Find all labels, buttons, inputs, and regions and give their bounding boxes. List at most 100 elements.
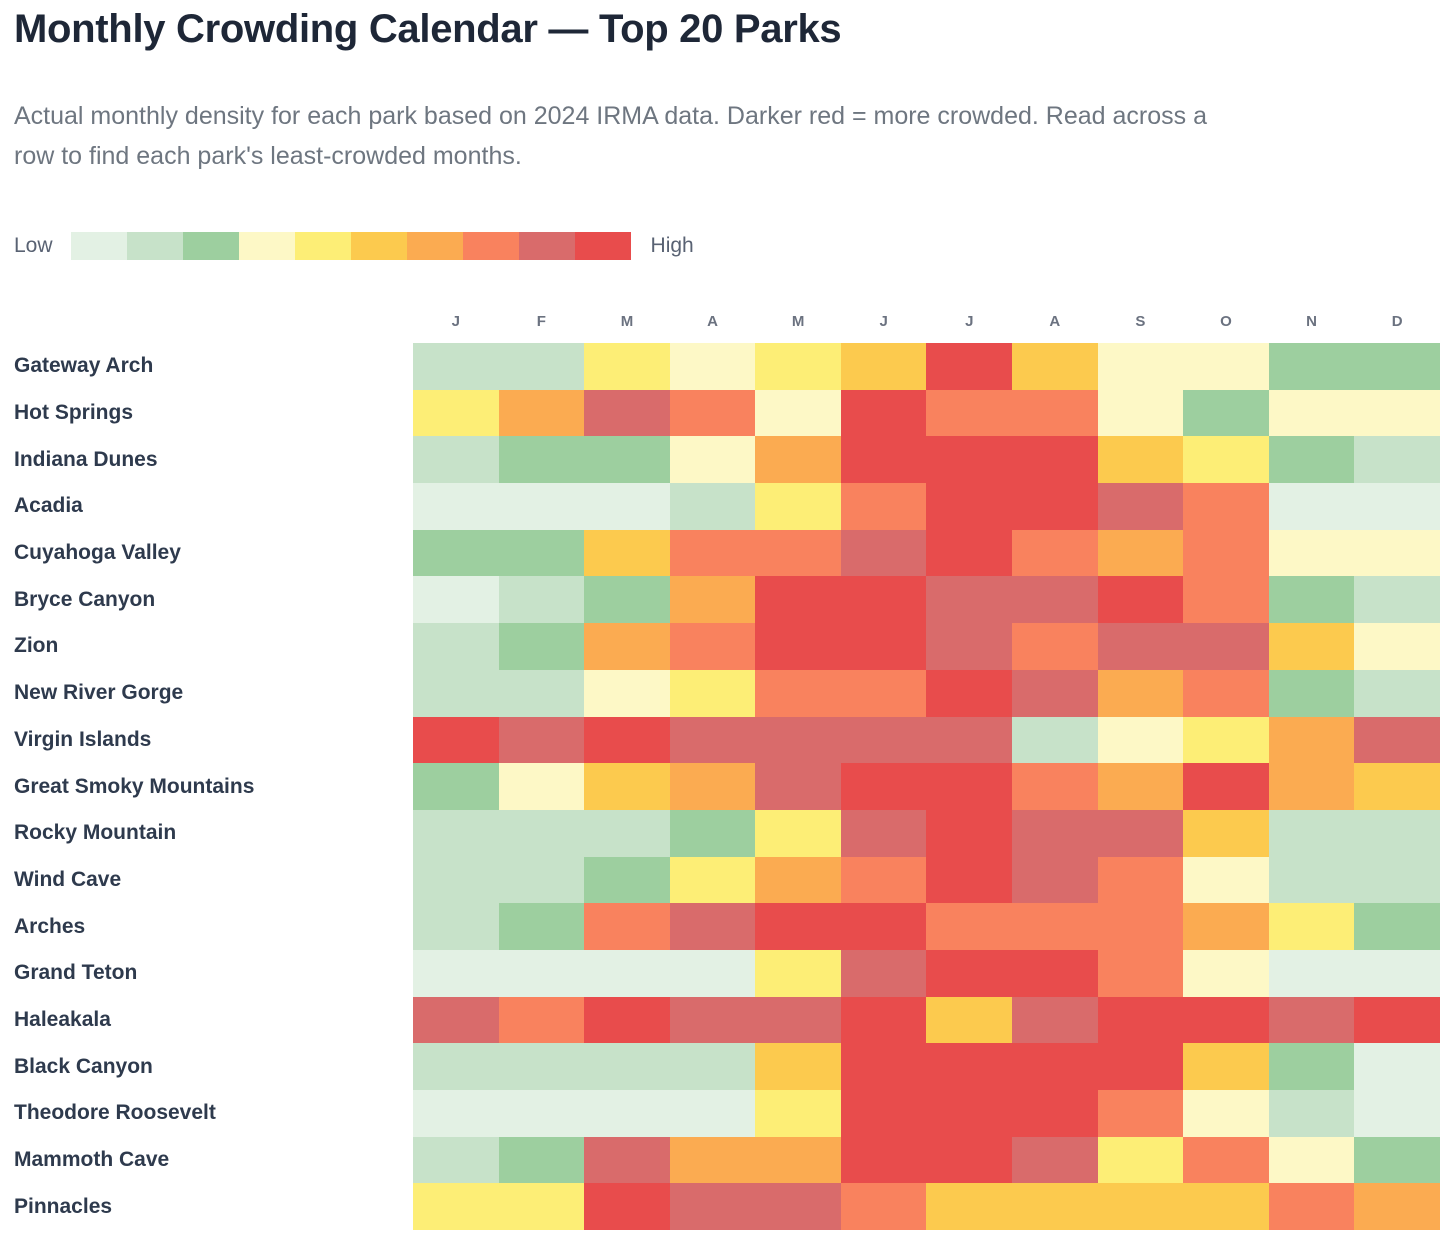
heatmap-cell xyxy=(498,389,585,437)
heatmap-cell xyxy=(413,763,499,810)
month-header-12: D xyxy=(1391,313,1403,330)
heatmap-cell xyxy=(669,436,756,484)
heatmap-cell xyxy=(1183,856,1269,904)
heatmap-cell xyxy=(926,436,1013,484)
heatmap-cell xyxy=(840,716,927,764)
park-label: Zion xyxy=(14,634,59,658)
heatmap-cell xyxy=(755,343,841,390)
heatmap-cell xyxy=(926,529,1013,577)
heatmap-cell xyxy=(1354,389,1440,437)
heatmap-cell xyxy=(1012,1183,1098,1231)
heatmap-cell xyxy=(1354,949,1440,997)
heatmap-cell xyxy=(1268,623,1355,670)
heatmap-cell xyxy=(413,996,499,1044)
heatmap-cell xyxy=(498,436,585,484)
heatmap-cell xyxy=(584,669,670,717)
heatmap-cell xyxy=(840,856,927,904)
heatmap-cell xyxy=(840,389,927,437)
legend-swatch-9 xyxy=(518,232,575,260)
heatmap-cell xyxy=(755,903,841,950)
heatmap-cell xyxy=(669,529,756,577)
legend-swatch-2 xyxy=(126,232,183,260)
park-label: Black Canyon xyxy=(14,1054,153,1078)
heatmap-cell xyxy=(926,1043,1013,1090)
heatmap-cell xyxy=(1183,436,1269,484)
legend-swatch-7 xyxy=(406,232,463,260)
heatmap-cell xyxy=(840,949,927,997)
heatmap-cell xyxy=(926,1183,1013,1231)
heatmap-cell xyxy=(669,623,756,670)
heatmap-cell xyxy=(584,623,670,670)
page-title: Monthly Crowding Calendar — Top 20 Parks xyxy=(14,7,842,51)
heatmap-cell xyxy=(840,903,927,950)
month-header-5: M xyxy=(791,313,805,330)
heatmap-cell xyxy=(1354,576,1440,624)
heatmap-cell xyxy=(413,1043,499,1090)
heatmap-cell xyxy=(1012,483,1098,530)
heatmap-cell xyxy=(1354,856,1440,904)
heatmap-cell xyxy=(1097,1043,1184,1090)
heatmap-cell xyxy=(584,716,670,764)
heatmap-cell xyxy=(1012,1090,1098,1137)
heatmap-cell xyxy=(1097,763,1184,810)
heatmap-cell xyxy=(669,343,756,390)
heatmap-cell xyxy=(1012,809,1098,857)
page-subtitle-line-2: row to find each park's least-crowded mo… xyxy=(14,142,522,170)
heatmap-cell xyxy=(669,903,756,950)
heatmap-cell xyxy=(926,856,1013,904)
heatmap-cell xyxy=(1354,1136,1440,1184)
heatmap-cell xyxy=(669,576,756,624)
heatmap-cell xyxy=(755,1090,841,1137)
heatmap-cell xyxy=(584,763,670,810)
heatmap-cell xyxy=(498,529,585,577)
heatmap-cell xyxy=(498,483,585,530)
heatmap-cell xyxy=(840,669,927,717)
heatmap-cell xyxy=(1183,1090,1269,1137)
heatmap-cell xyxy=(413,529,499,577)
heatmap-cell xyxy=(926,949,1013,997)
heatmap-cell xyxy=(498,996,585,1044)
legend-swatch-5 xyxy=(294,232,351,260)
heatmap-cell xyxy=(1354,483,1440,530)
heatmap-cell xyxy=(669,389,756,437)
heatmap-cell xyxy=(840,529,927,577)
heatmap-cell xyxy=(1354,809,1440,857)
heatmap-cell xyxy=(413,343,499,390)
heatmap-cell xyxy=(584,483,670,530)
heatmap-cell xyxy=(584,903,670,950)
park-label: Hot Springs xyxy=(14,401,133,425)
heatmap-cell xyxy=(755,623,841,670)
heatmap-cell xyxy=(840,1043,927,1090)
legend-swatch-4 xyxy=(238,232,295,260)
heatmap-cell xyxy=(498,1090,585,1137)
heatmap-cell xyxy=(840,483,927,530)
heatmap-cell xyxy=(498,669,585,717)
heatmap-cell xyxy=(840,1136,927,1184)
heatmap-cell xyxy=(1097,389,1184,437)
park-label: Haleakala xyxy=(14,1007,111,1031)
heatmap-cell xyxy=(1012,389,1098,437)
heatmap-cell xyxy=(926,1090,1013,1137)
heatmap-cell xyxy=(1012,856,1098,904)
heatmap-cell xyxy=(1183,763,1269,810)
heatmap-cell xyxy=(1183,996,1269,1044)
month-header-2: F xyxy=(536,313,546,330)
heatmap-cell xyxy=(926,903,1013,950)
heatmap-cell xyxy=(840,436,927,484)
heatmap-cell xyxy=(755,856,841,904)
month-header-3: M xyxy=(620,313,634,330)
heatmap-cell xyxy=(498,1043,585,1090)
heatmap-cell xyxy=(1097,343,1184,390)
heatmap-cell xyxy=(669,1043,756,1090)
park-label: Indiana Dunes xyxy=(14,447,158,471)
heatmap-cell xyxy=(926,809,1013,857)
heatmap-cell xyxy=(755,576,841,624)
heatmap-cell xyxy=(413,623,499,670)
heatmap-cell xyxy=(755,529,841,577)
heatmap-cell xyxy=(1268,483,1355,530)
month-header-6: J xyxy=(879,313,888,330)
heatmap-cell xyxy=(1012,623,1098,670)
heatmap-cell xyxy=(1183,716,1269,764)
month-header-11: N xyxy=(1306,313,1317,330)
month-header-10: O xyxy=(1220,313,1232,330)
